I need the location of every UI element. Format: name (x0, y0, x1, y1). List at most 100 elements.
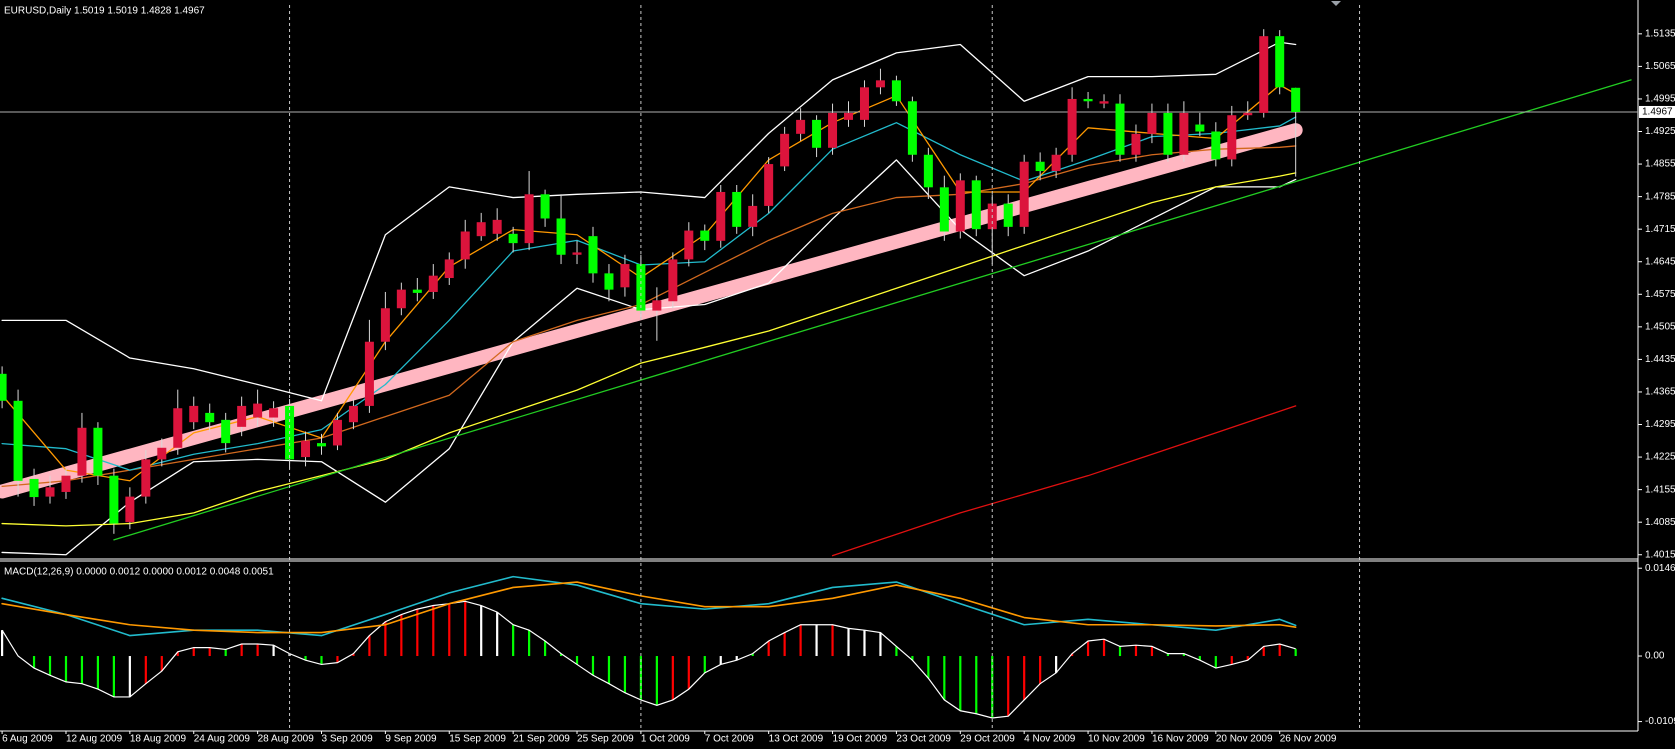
macd-title: MACD(12,26,9) 0.0000 0.0012 0.0000 0.001… (4, 567, 274, 578)
x-tick-label: 18 Aug 2009 (130, 734, 187, 745)
candle-body (780, 133, 790, 167)
chart-title: EURUSD,Daily 1.5019 1.5019 1.4828 1.4967 (4, 6, 205, 17)
candle-body (748, 205, 758, 227)
candle-body (189, 405, 199, 423)
x-tick-label: 16 Nov 2009 (1152, 734, 1209, 745)
candle-body (1291, 87, 1301, 112)
candle-body (971, 180, 981, 230)
x-tick-label: 7 Oct 2009 (705, 734, 754, 745)
candle-body (540, 194, 550, 219)
candle-body (412, 289, 422, 293)
y-tick-label: 1.4295 (1645, 419, 1675, 430)
y-tick-label: 1.4365 (1645, 387, 1675, 398)
candle-body (1259, 36, 1269, 113)
candle-layer (0, 29, 1301, 534)
x-tick-label: 25 Sep 2009 (577, 734, 634, 745)
candle-body (317, 443, 326, 447)
candle-body (45, 487, 55, 497)
y-tick-label: 1.4505 (1645, 321, 1675, 332)
y-tick-label: 1.4855 (1645, 159, 1675, 170)
candle-body (955, 180, 965, 232)
candle-body (301, 440, 311, 458)
candle-body (125, 496, 135, 523)
x-tick-label: 6 Aug 2009 (2, 734, 53, 745)
candle-body (891, 80, 901, 102)
x-tick-label: 23 Oct 2009 (896, 734, 951, 745)
candle-body (364, 341, 374, 406)
candle-body (1275, 36, 1285, 88)
x-tick-label: 21 Sep 2009 (513, 734, 570, 745)
candle-body (1147, 112, 1157, 134)
candle-body (29, 478, 39, 498)
candle-body (428, 275, 438, 292)
candle-body (61, 475, 71, 492)
candle-body (1035, 161, 1045, 172)
candle-body (332, 419, 342, 446)
x-tick-label: 10 Nov 2009 (1088, 734, 1145, 745)
y-tick-label: 1.5065 (1645, 61, 1675, 72)
last-price-box (1639, 105, 1675, 118)
axes-layer: 6 Aug 2009 12 Aug 2009 18 Aug 2009 24 Aug 2… (1, 5, 1675, 745)
macd-histogram-line (1, 600, 1296, 719)
candle-body (1243, 112, 1253, 116)
candle-body (444, 259, 454, 279)
y-tick-label: 1.4715 (1645, 224, 1675, 235)
x-tick-label: 12 Aug 2009 (66, 734, 123, 745)
candle-body (684, 230, 694, 260)
indicator-line (1, 172, 1297, 527)
candle-body (1179, 112, 1189, 155)
candle-body (13, 400, 23, 481)
candle-body (556, 218, 566, 255)
y-tick-label: 1.4925 (1645, 126, 1675, 137)
x-tick-label: 3 Sep 2009 (322, 734, 374, 745)
candle-body (844, 112, 854, 120)
candle-body (253, 403, 263, 418)
x-tick-label: 24 Aug 2009 (194, 734, 251, 745)
candle-body (380, 308, 390, 342)
candle-body (0, 373, 7, 401)
candle-body (221, 419, 231, 444)
candle-body (812, 119, 822, 148)
candle-body (476, 222, 486, 237)
candle-body (875, 80, 885, 88)
candle-body (1067, 98, 1077, 155)
x-tick-label: 19 Oct 2009 (833, 734, 888, 745)
x-tick-label: 28 Aug 2009 (258, 734, 315, 745)
x-tick-label: 4 Nov 2009 (1024, 734, 1076, 745)
x-tick-label: 13 Oct 2009 (769, 734, 824, 745)
y-tick-label: 0.00 (1645, 651, 1665, 662)
x-tick-label: 20 Nov 2009 (1216, 734, 1273, 745)
y-tick-label: 1.4015 (1645, 549, 1675, 560)
indicator-line (113, 79, 1632, 541)
last-price-label: 1.4967 (1642, 107, 1673, 118)
y-tick-label: 1.4435 (1645, 354, 1675, 365)
y-tick-label: 0.0146 (1645, 563, 1675, 574)
candle-body (237, 405, 247, 427)
candle-body (508, 233, 518, 244)
candle-body (652, 300, 662, 311)
candle-body (460, 231, 470, 260)
candle-body (1003, 203, 1013, 227)
x-tick-label: 15 Sep 2009 (449, 734, 506, 745)
candle-body (764, 164, 774, 206)
candle-body (1131, 133, 1141, 155)
candle-body (1195, 124, 1205, 132)
candle-body (1099, 101, 1109, 104)
candle-body (77, 427, 87, 476)
y-tick-label: 1.4225 (1645, 452, 1675, 463)
candle-body (1227, 115, 1237, 160)
candle-body (396, 289, 406, 309)
candle-body (732, 191, 742, 227)
macd-line (1, 581, 1297, 634)
x-tick-label: 1 Oct 2009 (641, 734, 690, 745)
candle-body (1083, 98, 1093, 102)
macd-layer (0, 575, 1297, 719)
candle-body (141, 459, 151, 497)
candle-body (588, 236, 598, 274)
candle-body (700, 230, 710, 241)
candle-body (1211, 131, 1221, 160)
indicator-line (831, 405, 1297, 557)
candle-body (173, 408, 183, 448)
